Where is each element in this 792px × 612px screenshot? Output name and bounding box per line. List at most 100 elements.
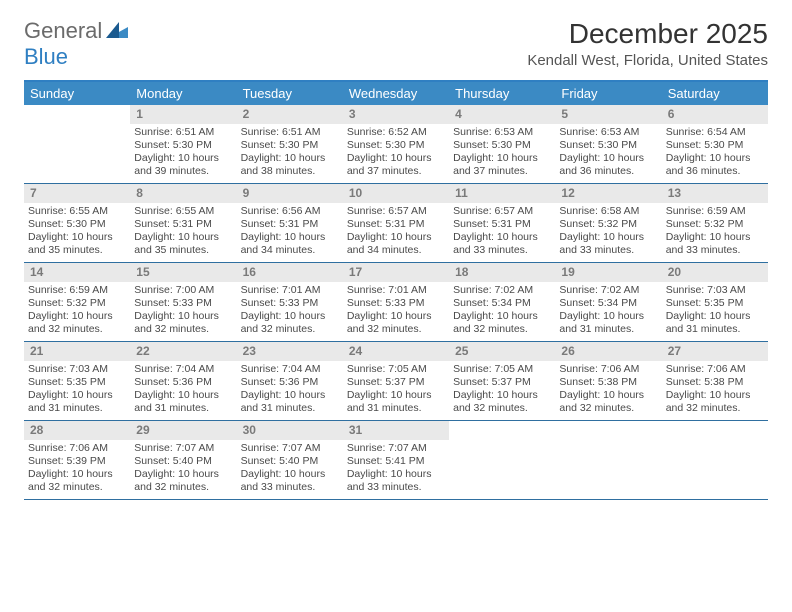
sunset-text: Sunset: 5:33 PM — [241, 297, 339, 310]
day-number: 1 — [130, 105, 236, 124]
sunrise-text: Sunrise: 6:52 AM — [347, 126, 445, 139]
daylight-text: Daylight: 10 hours and 33 minutes. — [241, 468, 339, 494]
sunrise-text: Sunrise: 7:07 AM — [347, 442, 445, 455]
sunset-text: Sunset: 5:37 PM — [347, 376, 445, 389]
calendar: Sunday Monday Tuesday Wednesday Thursday… — [24, 80, 768, 500]
daylight-text: Daylight: 10 hours and 32 minutes. — [559, 389, 657, 415]
sunset-text: Sunset: 5:41 PM — [347, 455, 445, 468]
days-of-week-header: Sunday Monday Tuesday Wednesday Thursday… — [24, 82, 768, 105]
day-number: 6 — [662, 105, 768, 124]
day-cell: 26 Sunrise: 7:06 AMSunset: 5:38 PMDayligh… — [555, 342, 661, 420]
sunset-text: Sunset: 5:36 PM — [241, 376, 339, 389]
day-cell: 15Sunrise: 7:00 AMSunset: 5:33 PMDayligh… — [130, 263, 236, 341]
header: GeneralBlue December 2025 Kendall West, … — [24, 18, 768, 70]
dow-saturday: Saturday — [662, 82, 768, 105]
sunset-text: Sunset: 5:38 PM — [559, 376, 657, 389]
sunset-text: Sunset: 5:32 PM — [559, 218, 657, 231]
sunrise-text: Sunrise: 7:06 AM — [28, 442, 126, 455]
sunset-text: Sunset: 5:36 PM — [134, 376, 232, 389]
day-number: 23 — [237, 342, 343, 361]
daylight-text: Daylight: 10 hours and 33 minutes. — [347, 468, 445, 494]
sunrise-text: Sunrise: 7:07 AM — [134, 442, 232, 455]
daylight-text: Daylight: 10 hours and 32 minutes. — [134, 468, 232, 494]
day-number: 14 — [24, 263, 130, 282]
daylight-text: Daylight: 10 hours and 36 minutes. — [666, 152, 764, 178]
day-cell — [24, 105, 130, 183]
day-cell — [555, 421, 661, 499]
daylight-text: Daylight: 10 hours and 31 minutes. — [28, 389, 126, 415]
sunset-text: Sunset: 5:30 PM — [134, 139, 232, 152]
daylight-text: Daylight: 10 hours and 31 minutes. — [241, 389, 339, 415]
day-cell: 16Sunrise: 7:01 AMSunset: 5:33 PMDayligh… — [237, 263, 343, 341]
sunrise-text: Sunrise: 7:01 AM — [241, 284, 339, 297]
sunset-text: Sunset: 5:30 PM — [453, 139, 551, 152]
day-number: 20 — [662, 263, 768, 282]
day-cell — [449, 421, 555, 499]
week-row: 7Sunrise: 6:55 AMSunset: 5:30 PMDaylight… — [24, 184, 768, 263]
daylight-text: Daylight: 10 hours and 33 minutes. — [453, 231, 551, 257]
sunset-text: Sunset: 5:30 PM — [666, 139, 764, 152]
sunrise-text: Sunrise: 6:51 AM — [134, 126, 232, 139]
day-cell: 21Sunrise: 7:03 AMSunset: 5:35 PMDayligh… — [24, 342, 130, 420]
sunset-text: Sunset: 5:33 PM — [347, 297, 445, 310]
dow-sunday: Sunday — [24, 82, 130, 105]
sunset-text: Sunset: 5:38 PM — [666, 376, 764, 389]
logo-text-blue: Blue — [24, 44, 68, 69]
daylight-text: Daylight: 10 hours and 32 minutes. — [28, 310, 126, 336]
day-number: 24 — [343, 342, 449, 361]
dow-wednesday: Wednesday — [343, 82, 449, 105]
day-number: 29 — [130, 421, 236, 440]
day-cell: 23Sunrise: 7:04 AMSunset: 5:36 PMDayligh… — [237, 342, 343, 420]
week-row: 14Sunrise: 6:59 AMSunset: 5:32 PMDayligh… — [24, 263, 768, 342]
day-cell: 2Sunrise: 6:51 AMSunset: 5:30 PMDaylight… — [237, 105, 343, 183]
sunrise-text: Sunrise: 7:06 AM — [559, 363, 657, 376]
sunset-text: Sunset: 5:30 PM — [241, 139, 339, 152]
day-cell: 22Sunrise: 7:04 AMSunset: 5:36 PMDayligh… — [130, 342, 236, 420]
sunrise-text: Sunrise: 7:07 AM — [241, 442, 339, 455]
day-number: 2 — [237, 105, 343, 124]
sunset-text: Sunset: 5:34 PM — [453, 297, 551, 310]
day-number: 13 — [662, 184, 768, 203]
day-cell: 20Sunrise: 7:03 AMSunset: 5:35 PMDayligh… — [662, 263, 768, 341]
day-number: 30 — [237, 421, 343, 440]
daylight-text: Daylight: 10 hours and 33 minutes. — [559, 231, 657, 257]
day-number: 12 — [555, 184, 661, 203]
day-number: 19 — [555, 263, 661, 282]
day-number: 8 — [130, 184, 236, 203]
sunset-text: Sunset: 5:34 PM — [559, 297, 657, 310]
sunrise-text: Sunrise: 7:05 AM — [453, 363, 551, 376]
sunset-text: Sunset: 5:32 PM — [28, 297, 126, 310]
day-cell: 3Sunrise: 6:52 AMSunset: 5:30 PMDaylight… — [343, 105, 449, 183]
day-cell: 1Sunrise: 6:51 AMSunset: 5:30 PMDaylight… — [130, 105, 236, 183]
daylight-text: Daylight: 10 hours and 37 minutes. — [453, 152, 551, 178]
sunrise-text: Sunrise: 6:59 AM — [666, 205, 764, 218]
sunrise-text: Sunrise: 6:55 AM — [134, 205, 232, 218]
sunset-text: Sunset: 5:31 PM — [347, 218, 445, 231]
daylight-text: Daylight: 10 hours and 38 minutes. — [241, 152, 339, 178]
day-number: 7 — [24, 184, 130, 203]
day-cell: 18Sunrise: 7:02 AMSunset: 5:34 PMDayligh… — [449, 263, 555, 341]
sunrise-text: Sunrise: 6:57 AM — [453, 205, 551, 218]
sunrise-text: Sunrise: 7:03 AM — [28, 363, 126, 376]
day-number: 26 — [555, 342, 661, 361]
sunrise-text: Sunrise: 7:01 AM — [347, 284, 445, 297]
day-cell: 4Sunrise: 6:53 AMSunset: 5:30 PMDaylight… — [449, 105, 555, 183]
daylight-text: Daylight: 10 hours and 31 minutes. — [134, 389, 232, 415]
sunrise-text: Sunrise: 7:06 AM — [666, 363, 764, 376]
daylight-text: Daylight: 10 hours and 31 minutes. — [559, 310, 657, 336]
day-cell: 7Sunrise: 6:55 AMSunset: 5:30 PMDaylight… — [24, 184, 130, 262]
logo-text-general: General — [24, 18, 102, 44]
sunset-text: Sunset: 5:35 PM — [666, 297, 764, 310]
sunset-text: Sunset: 5:40 PM — [241, 455, 339, 468]
day-number: 28 — [24, 421, 130, 440]
daylight-text: Daylight: 10 hours and 33 minutes. — [666, 231, 764, 257]
day-cell: 25Sunrise: 7:05 AMSunset: 5:37 PMDayligh… — [449, 342, 555, 420]
sunrise-text: Sunrise: 7:00 AM — [134, 284, 232, 297]
day-number: 11 — [449, 184, 555, 203]
sunset-text: Sunset: 5:39 PM — [28, 455, 126, 468]
day-number: 18 — [449, 263, 555, 282]
sunrise-text: Sunrise: 6:58 AM — [559, 205, 657, 218]
sunset-text: Sunset: 5:35 PM — [28, 376, 126, 389]
daylight-text: Daylight: 10 hours and 32 minutes. — [666, 389, 764, 415]
daylight-text: Daylight: 10 hours and 32 minutes. — [347, 310, 445, 336]
